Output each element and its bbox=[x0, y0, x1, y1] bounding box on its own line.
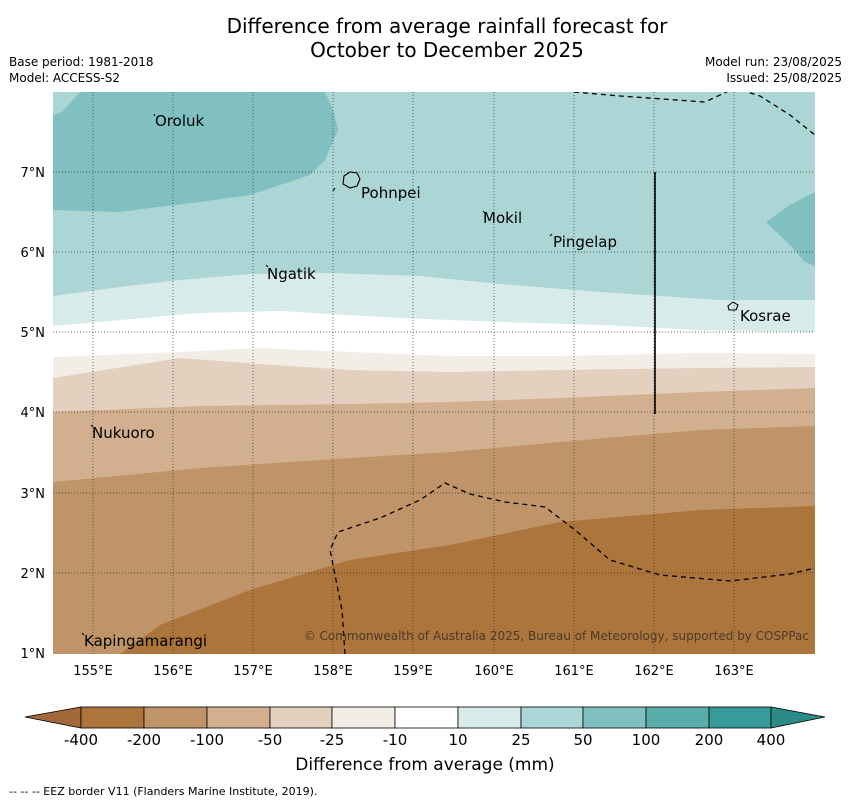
title-line-1: Difference from average rainfall forecas… bbox=[226, 14, 668, 38]
place-markers bbox=[81, 113, 553, 636]
colorbar-label: 10 bbox=[448, 731, 467, 749]
eez-footnote: -- -- -- EEZ border V11 (Flanders Marine… bbox=[9, 785, 318, 798]
lon-tick-160e: 160°E bbox=[474, 664, 514, 679]
lon-tick-162e: 162°E bbox=[634, 664, 674, 679]
colorbar-arrow-left bbox=[24, 706, 82, 729]
islands bbox=[332, 171, 739, 311]
band-deep-teal-west bbox=[53, 92, 338, 212]
base-period: Base period: 1981-2018 bbox=[9, 55, 154, 69]
colorbar-label: 100 bbox=[632, 731, 661, 749]
latitude-axis: 1°N 2°N 3°N 4°N 5°N 6°N 7°N bbox=[21, 166, 46, 662]
rainfall-map bbox=[53, 92, 815, 654]
meta-right: Model run: 23/08/2025 Issued: 25/08/2025 bbox=[705, 54, 842, 86]
colorbar-segment-1 bbox=[80, 706, 145, 729]
colorbar-title: Difference from average (mm) bbox=[295, 755, 555, 775]
place-label-kosrae: Kosrae bbox=[740, 307, 791, 325]
model-name: Model: ACCESS-S2 bbox=[9, 71, 121, 85]
colorbar-label: -10 bbox=[383, 731, 408, 749]
colorbar-segment-3 bbox=[206, 706, 271, 729]
lon-tick-158e: 158°E bbox=[313, 664, 353, 679]
place-label-oroluk: Oroluk bbox=[155, 112, 204, 130]
map-title: Difference from average rainfall forecas… bbox=[0, 14, 850, 62]
place-label-kapingamarangi: Kapingamarangi bbox=[84, 632, 207, 650]
title-line-2: October to December 2025 bbox=[310, 38, 584, 62]
colorbar-label: -400 bbox=[64, 731, 98, 749]
colorbar-label: -50 bbox=[258, 731, 283, 749]
place-label-pingelap: Pingelap bbox=[553, 233, 617, 251]
lon-tick-156e: 156°E bbox=[153, 664, 193, 679]
colorbar-segment-7 bbox=[457, 706, 522, 729]
colorbar-segment-11 bbox=[708, 706, 772, 729]
colorbar-label: -200 bbox=[127, 731, 161, 749]
lat-tick-2n: 2°N bbox=[21, 567, 46, 582]
place-labels: Oroluk Pohnpei Mokil Pingelap Ngatik Kos… bbox=[84, 112, 791, 650]
eez-borders bbox=[329, 92, 815, 654]
colorbar-arrow-right bbox=[770, 706, 826, 729]
lat-tick-4n: 4°N bbox=[21, 406, 46, 421]
lat-tick-7n: 7°N bbox=[21, 166, 46, 181]
colorbar-segment-10 bbox=[645, 706, 710, 729]
colorbar-label: 200 bbox=[695, 731, 724, 749]
colorbar-label: 400 bbox=[757, 731, 786, 749]
colorbar-segment-2 bbox=[143, 706, 208, 729]
colorbar-segment-9 bbox=[582, 706, 647, 729]
colorbar-label: -25 bbox=[320, 731, 345, 749]
eez-border-north bbox=[573, 92, 815, 136]
meta-left: Base period: 1981-2018 Model: ACCESS-S2 bbox=[9, 54, 154, 86]
lat-tick-3n: 3°N bbox=[21, 487, 46, 502]
lat-tick-1n: 1°N bbox=[21, 647, 46, 662]
colorbar-labels: -400 -200 -100 -50 -25 -10 10 25 50 100 … bbox=[64, 731, 785, 749]
place-label-pohnpei: Pohnpei bbox=[361, 184, 421, 202]
place-label-mokil: Mokil bbox=[483, 209, 522, 227]
place-label-nukuoro: Nukuoro bbox=[92, 424, 155, 442]
lon-tick-159e: 159°E bbox=[393, 664, 433, 679]
ant-atoll bbox=[332, 187, 336, 192]
kosrae-island bbox=[727, 301, 739, 311]
lon-tick-161e: 161°E bbox=[554, 664, 594, 679]
colorbar-label: -100 bbox=[190, 731, 224, 749]
lat-tick-5n: 5°N bbox=[21, 326, 46, 341]
lon-tick-157e: 157°E bbox=[233, 664, 273, 679]
gridlines bbox=[53, 92, 815, 654]
place-label-ngatik: Ngatik bbox=[267, 265, 316, 283]
pohnpei-island bbox=[342, 171, 361, 189]
copyright-notice: © Commonwealth of Australia 2025, Bureau… bbox=[304, 629, 809, 643]
colorbar-label: 25 bbox=[511, 731, 530, 749]
lon-tick-155e: 155°E bbox=[73, 664, 113, 679]
band-deep-teal-east bbox=[766, 192, 815, 266]
colorbar-label: 50 bbox=[573, 731, 592, 749]
longitude-axis: 155°E 156°E 157°E 158°E 159°E 160°E 161°… bbox=[73, 664, 754, 679]
colorbar-segment-5 bbox=[331, 706, 396, 729]
lat-tick-6n: 6°N bbox=[21, 246, 46, 261]
issued-date: Issued: 25/08/2025 bbox=[726, 71, 842, 85]
eez-border-south bbox=[329, 482, 815, 654]
model-run: Model run: 23/08/2025 bbox=[704, 55, 842, 69]
colorbar-segment-4 bbox=[269, 706, 333, 729]
colorbar-segment-6 bbox=[394, 706, 459, 729]
lon-tick-163e: 163°E bbox=[714, 664, 754, 679]
colorbar-segment-8 bbox=[520, 706, 584, 729]
colorbar bbox=[24, 706, 826, 729]
